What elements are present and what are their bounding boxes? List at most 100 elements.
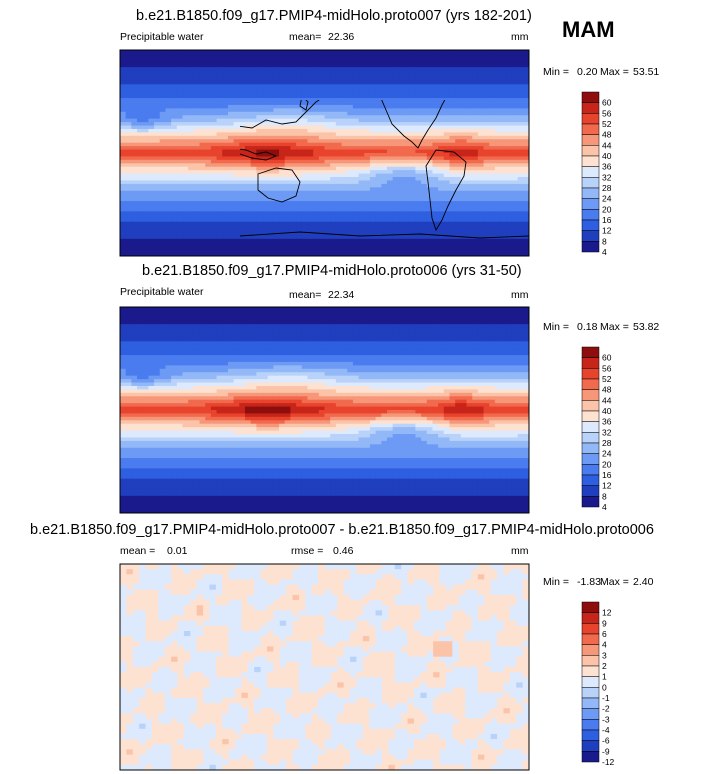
colorbar-tick-label: 12 (602, 481, 612, 491)
colorbar-tick-label: 4 (602, 502, 607, 512)
colorbar-tick-label: 60 (602, 98, 612, 108)
colorbar-swatch (581, 708, 600, 720)
panel-3-mean-label: mean = (120, 545, 156, 557)
colorbar-tick-label: 6 (602, 629, 607, 639)
panel-3-map-frame (119, 563, 530, 771)
colorbar-tick-label: 1 (602, 672, 607, 682)
colorbar-swatch (581, 155, 600, 167)
colorbar-swatch (581, 346, 600, 358)
colorbar-tick-label: -9 (602, 746, 610, 756)
colorbar-swatch (581, 740, 600, 752)
colorbar-tick-label: 16 (602, 470, 612, 480)
colorbar-swatch (581, 166, 600, 178)
colorbar-tick-label: 8 (602, 236, 607, 246)
colorbar-tick-label: 0 (602, 682, 607, 692)
colorbar-swatch (581, 410, 600, 422)
colorbar-swatch (581, 241, 600, 253)
colorbar-tick-label: 20 (602, 204, 612, 214)
colorbar-tick-label: 20 (602, 459, 612, 469)
colorbar-swatch (581, 665, 600, 677)
colorbar-tick-label: 4 (602, 247, 607, 257)
panel-2-min-value: 0.18 (577, 321, 598, 333)
panel-3-mean-value: 0.01 (167, 545, 188, 557)
colorbar-swatch (581, 421, 600, 433)
colorbar-swatch (581, 123, 600, 135)
colorbar-tick-label: 44 (602, 395, 612, 405)
panel-1-max-value: 53.51 (633, 66, 660, 78)
colorbar-swatch (581, 102, 600, 114)
panel-2-units: mm (511, 289, 529, 301)
colorbar-swatch (581, 219, 600, 231)
panel-1-max-label: Max = (600, 66, 629, 78)
panel-2-mean-label: mean= (289, 289, 322, 301)
colorbar-swatch (581, 623, 600, 635)
panel-3-rmse-value: 0.46 (333, 545, 354, 557)
colorbar-swatch (581, 91, 600, 103)
panel-1-min-value: 0.20 (577, 66, 598, 78)
colorbar-swatch (581, 368, 600, 380)
colorbar-swatch (581, 230, 600, 242)
season-label: MAM (562, 17, 615, 42)
colorbar-swatch (581, 485, 600, 497)
colorbar-swatch (581, 187, 600, 199)
colorbar-swatch (581, 357, 600, 369)
colorbar-swatch (581, 177, 600, 189)
panel-3-units: mm (511, 545, 529, 557)
panel-1-mean-label: mean= (289, 31, 322, 43)
panel-3-rmse-label: rmse = (291, 545, 324, 557)
colorbar-tick-label: 28 (602, 438, 612, 448)
colorbar-swatch (581, 719, 600, 731)
colorbar-tick-label: -2 (602, 704, 610, 714)
colorbar-tick-label: 40 (602, 151, 612, 161)
colorbar-tick-label: -1 (602, 693, 610, 703)
colorbar-swatch (581, 198, 600, 210)
colorbar-tick-label: 16 (602, 215, 612, 225)
colorbar-swatch (581, 432, 600, 444)
colorbar-swatch (581, 474, 600, 486)
colorbar-swatch (581, 601, 600, 613)
colorbar-tick-label: 36 (602, 417, 612, 427)
colorbar-tick-label: -12 (602, 757, 615, 767)
colorbar-swatch (581, 209, 600, 221)
colorbar-swatch (581, 400, 600, 412)
colorbar-swatch (581, 145, 600, 157)
colorbar-tick-label: 24 (602, 449, 612, 459)
colorbar-swatch (581, 612, 600, 624)
colorbar-tick-label: 40 (602, 406, 612, 416)
colorbar-tick-label: 3 (602, 650, 607, 660)
colorbar-tick-label: 2 (602, 661, 607, 671)
panel-1-min-label: Min = (543, 66, 569, 78)
colorbar-swatch (581, 655, 600, 667)
colorbar-swatch (581, 751, 600, 763)
panel-3-min-value: -1.83 (577, 576, 601, 588)
colorbar-swatch (581, 378, 600, 390)
colorbar-swatch (581, 389, 600, 401)
colorbar-tick-label: -4 (602, 725, 610, 735)
panel-3-map (120, 564, 529, 770)
panel-1-title: b.e21.B1850.f09_g17.PMIP4-midHolo.proto0… (136, 8, 532, 24)
panel-2-max-value: 53.82 (633, 321, 660, 333)
colorbar-tick-label: 56 (602, 108, 612, 118)
colorbar-swatch (581, 676, 600, 688)
colorbar-swatch (581, 697, 600, 709)
colorbar-tick-label: -3 (602, 714, 610, 724)
colorbar-tick-label: 12 (602, 226, 612, 236)
colorbar-tick-label: 12 (602, 608, 612, 618)
colorbar-swatch (581, 453, 600, 465)
panel-2-map-frame (119, 306, 530, 514)
colorbar-swatch (581, 687, 600, 699)
panel-1-map (120, 50, 529, 256)
panel-1-units: mm (511, 31, 529, 43)
colorbar-swatch (581, 464, 600, 476)
panel-2-min-label: Min = (543, 321, 569, 333)
panel-2-max-label: Max = (600, 321, 629, 333)
colorbar-tick-label: 9 (602, 618, 607, 628)
panel-2-title: b.e21.B1850.f09_g17.PMIP4-midHolo.proto0… (142, 263, 522, 279)
colorbar-tick-label: 24 (602, 194, 612, 204)
colorbar-tick-label: 52 (602, 374, 612, 384)
panel-1-variable-label: Precipitable water (120, 31, 204, 43)
colorbar-tick-label: 48 (602, 385, 612, 395)
colorbar-swatch (581, 442, 600, 454)
